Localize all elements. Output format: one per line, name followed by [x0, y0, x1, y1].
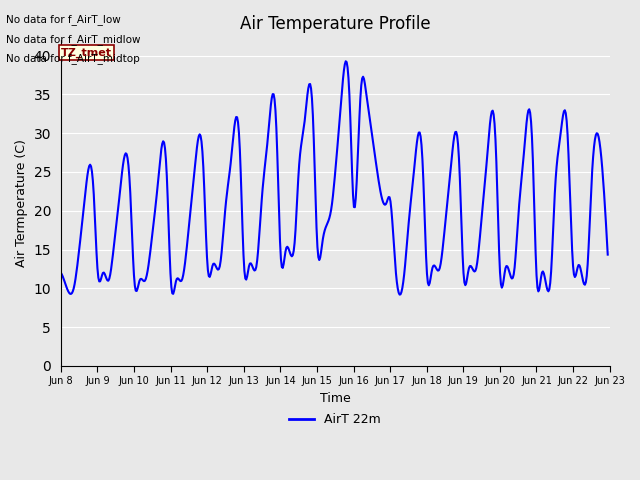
Text: TZ_tmet: TZ_tmet — [61, 48, 112, 58]
Text: No data for f_AirT_low: No data for f_AirT_low — [6, 14, 121, 25]
X-axis label: Time: Time — [320, 392, 351, 405]
Y-axis label: Air Termperature (C): Air Termperature (C) — [15, 139, 28, 267]
Legend: AirT 22m: AirT 22m — [284, 408, 386, 432]
Title: Air Temperature Profile: Air Temperature Profile — [240, 15, 431, 33]
Text: No data for f_AirT_midlow: No data for f_AirT_midlow — [6, 34, 141, 45]
Text: No data for f_AirT_midtop: No data for f_AirT_midtop — [6, 53, 140, 64]
